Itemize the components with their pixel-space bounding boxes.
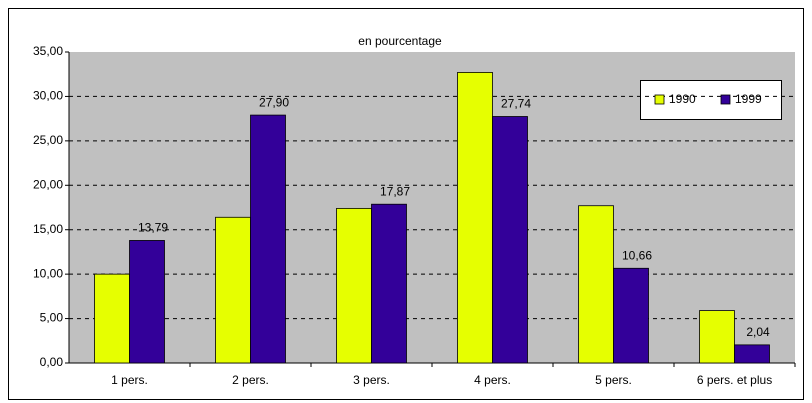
chart-title: en pourcentage bbox=[358, 34, 442, 48]
legend-label: 1999 bbox=[735, 92, 762, 106]
value-label: 13,79 bbox=[138, 221, 168, 235]
bar bbox=[457, 72, 493, 364]
y-tick-label: 0,00 bbox=[40, 355, 64, 369]
bar bbox=[371, 203, 407, 364]
y-tick-label: 30,00 bbox=[33, 89, 63, 103]
y-tick-label: 25,00 bbox=[33, 133, 63, 147]
bar bbox=[129, 240, 165, 364]
value-label: 17,87 bbox=[380, 184, 410, 198]
value-label: 27,74 bbox=[501, 97, 531, 111]
x-tick-label: 1 pers. bbox=[111, 373, 148, 387]
legend-swatch bbox=[720, 94, 731, 105]
x-tick-label: 3 pers. bbox=[353, 373, 390, 387]
x-tick-label: 6 pers. et plus bbox=[697, 373, 772, 387]
bar bbox=[94, 273, 130, 364]
bar bbox=[215, 216, 251, 364]
bar bbox=[734, 344, 770, 364]
x-tick-label: 4 pers. bbox=[474, 373, 511, 387]
x-tick-label: 2 pers. bbox=[232, 373, 269, 387]
bar bbox=[699, 310, 735, 364]
bar bbox=[492, 116, 528, 364]
value-label: 2,04 bbox=[746, 325, 770, 339]
y-tick-label: 5,00 bbox=[40, 311, 64, 325]
bar bbox=[250, 114, 286, 364]
bar bbox=[578, 205, 614, 364]
x-tick-label: 5 pers. bbox=[595, 373, 632, 387]
y-tick-label: 35,00 bbox=[33, 44, 63, 58]
y-tick-label: 20,00 bbox=[33, 177, 63, 191]
legend-swatch bbox=[654, 94, 665, 105]
y-tick-label: 10,00 bbox=[33, 266, 63, 280]
bar bbox=[336, 207, 372, 364]
y-tick-label: 15,00 bbox=[33, 222, 63, 236]
value-label: 10,66 bbox=[622, 248, 652, 262]
bar bbox=[613, 267, 649, 364]
legend-label: 1990 bbox=[669, 92, 696, 106]
value-label: 27,90 bbox=[259, 95, 289, 109]
